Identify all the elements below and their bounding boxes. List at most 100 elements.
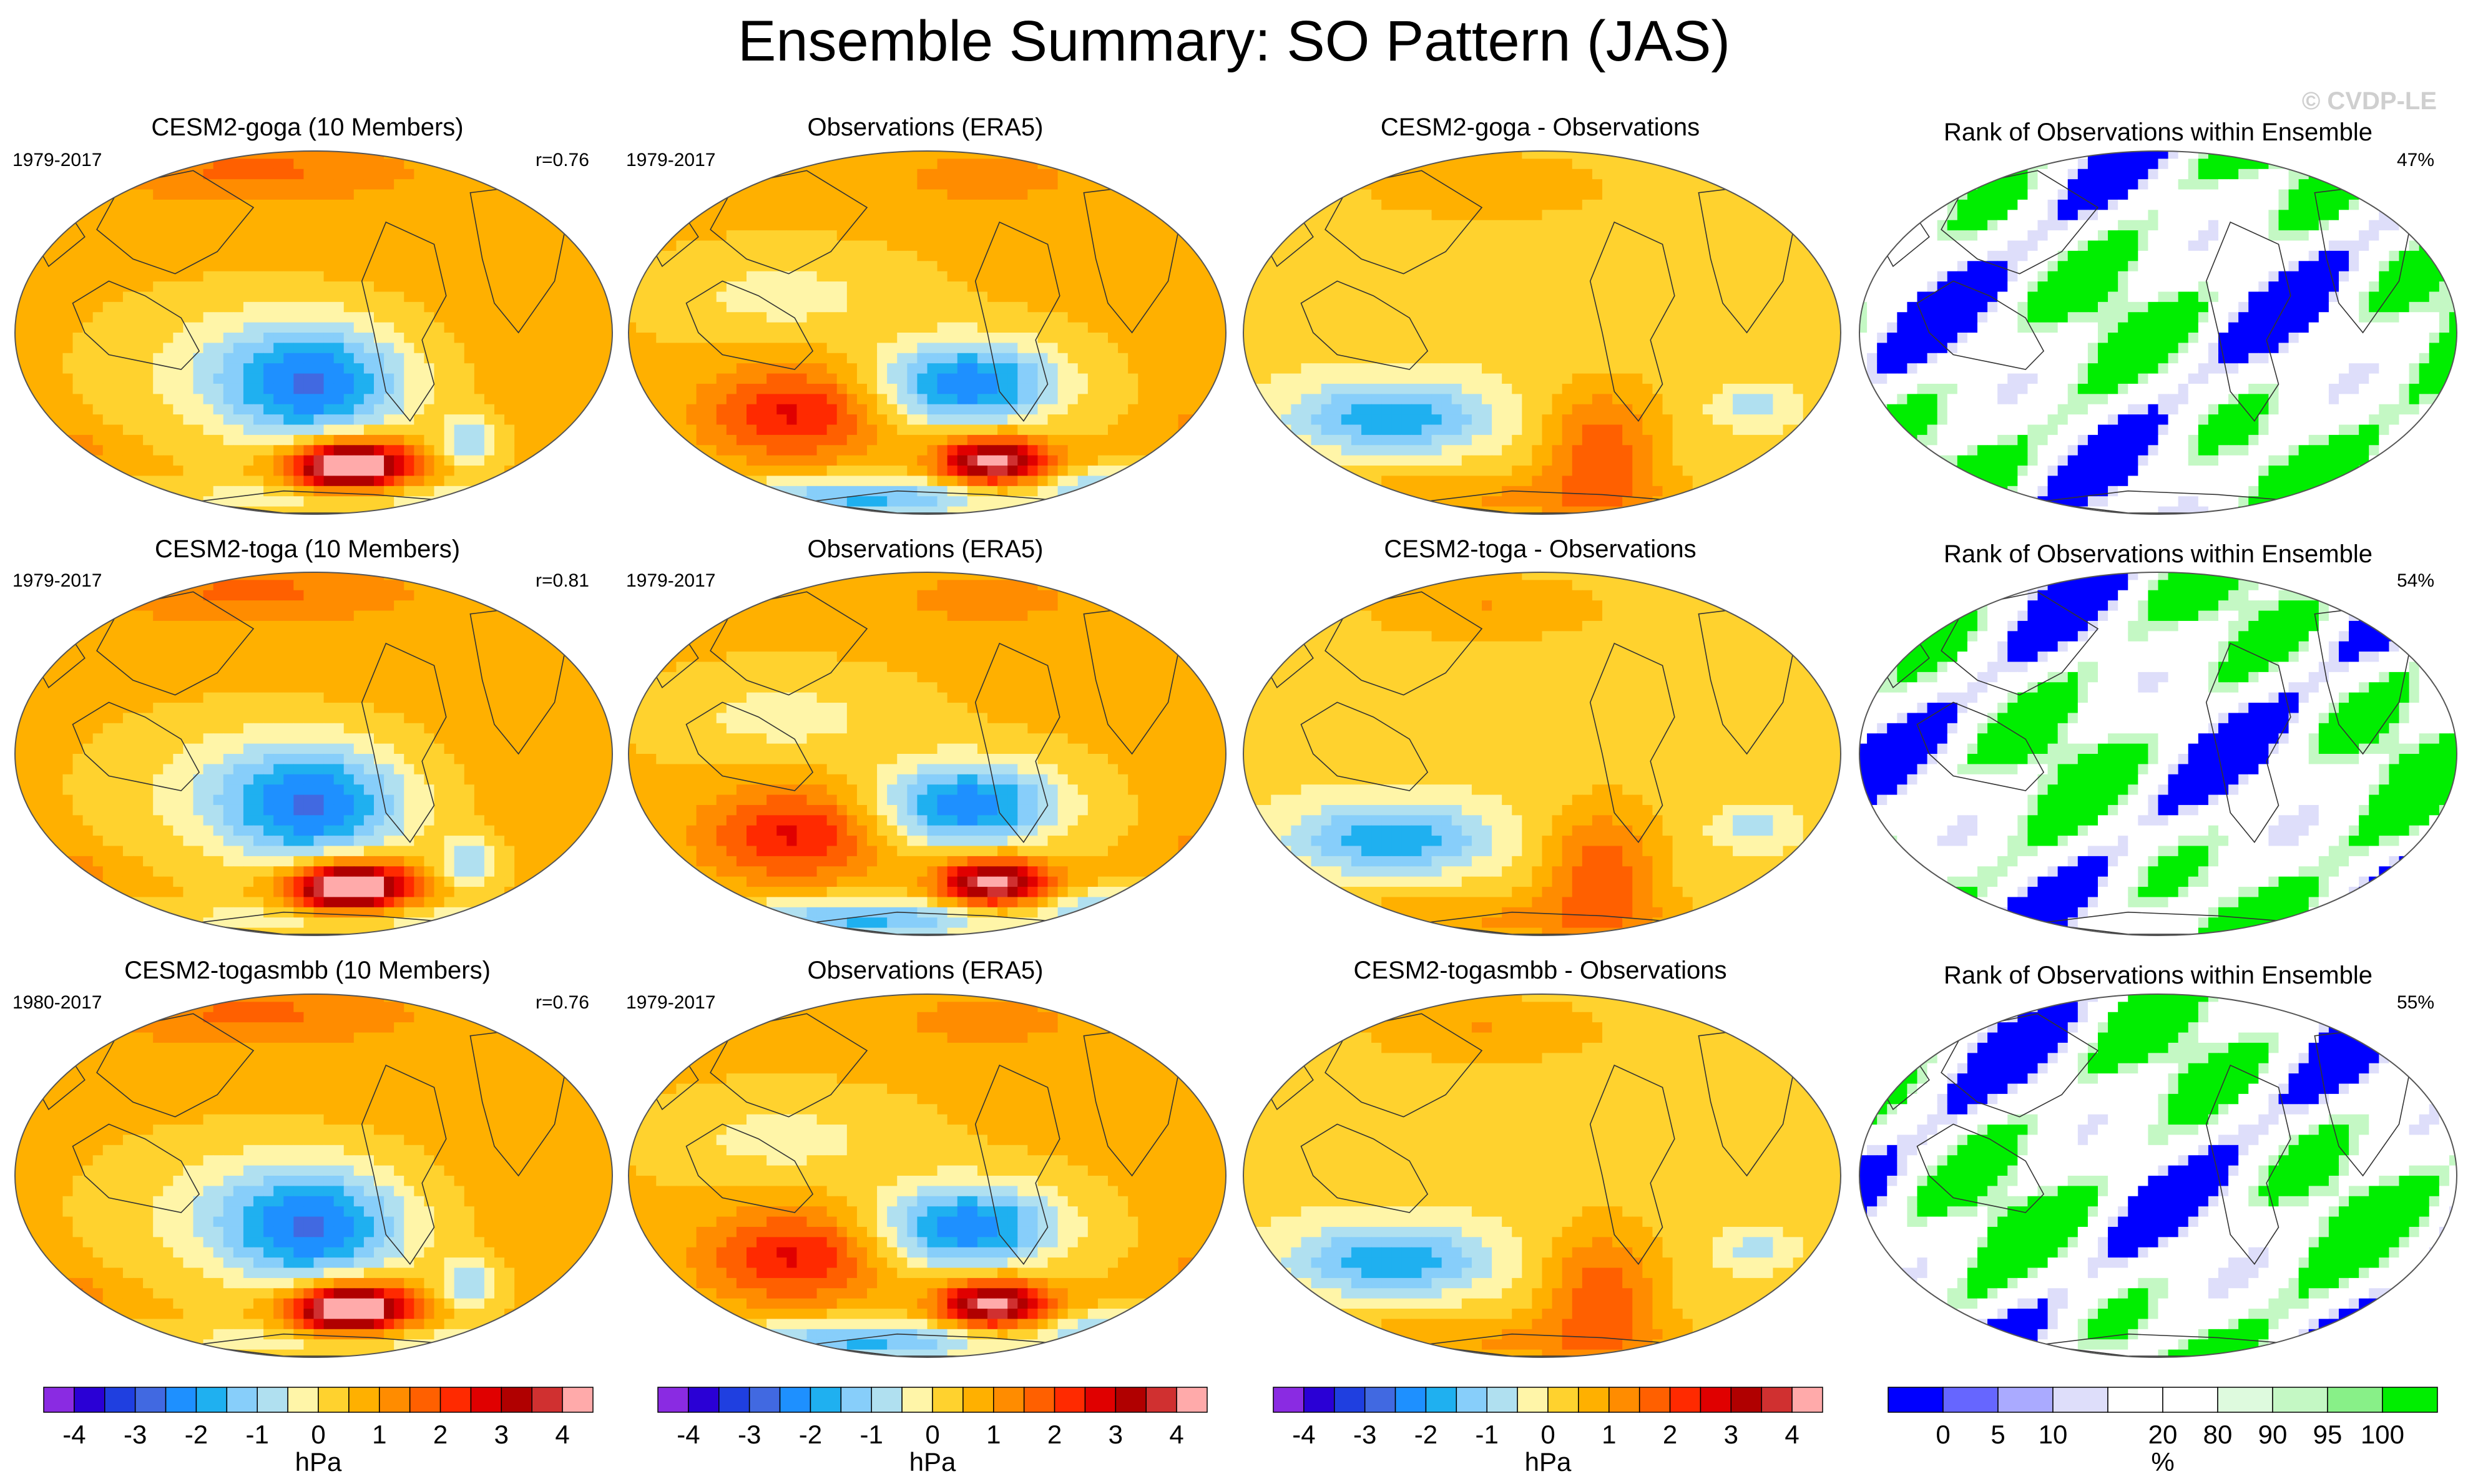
colorbar-swatch: [688, 1387, 720, 1413]
colorbar-swatch: [993, 1387, 1025, 1413]
colorbar-swatch: [810, 1387, 842, 1413]
colorbar-swatch: [1425, 1387, 1457, 1413]
colorbar-tick-label: 4: [555, 1420, 569, 1449]
colorbar-swatch: [1486, 1387, 1518, 1413]
rank-map: [1859, 993, 2457, 1358]
colorbar-swatch: [470, 1387, 502, 1413]
colorbar-swatch: [318, 1387, 350, 1413]
colorbar-swatch: [1730, 1387, 1762, 1413]
colorbar-swatch: [1364, 1387, 1396, 1413]
colorbar-tick-label: -2: [799, 1420, 822, 1449]
colorbar-swatch: [1791, 1387, 1823, 1413]
colorbar-tick-label: 2: [433, 1420, 448, 1449]
colorbar-tick-label: 4: [1169, 1420, 1183, 1449]
colorbar-swatch: [1761, 1387, 1793, 1413]
colorbar-swatch: [901, 1387, 933, 1413]
rank-panel-title: Rank of Observations within Ensemble: [1851, 962, 2466, 990]
colorbar-swatch: [409, 1387, 441, 1413]
obs-pattern-map: [628, 572, 1227, 936]
colorbar-swatch: [1456, 1387, 1487, 1413]
rank-panel-title: Rank of Observations within Ensemble: [1851, 540, 2466, 569]
colorbar-swatch: [1303, 1387, 1335, 1413]
colorbar-swatch: [2162, 1387, 2218, 1413]
colorbar-swatch: [932, 1387, 964, 1413]
colorbar-swatch: [1084, 1387, 1117, 1413]
colorbar-swatch: [2107, 1387, 2163, 1413]
colorbar-tick-label: 80: [2203, 1420, 2233, 1449]
colorbar-tick-label: -3: [738, 1420, 761, 1449]
colorbar-swatch: [779, 1387, 811, 1413]
colorbar-swatch: [1669, 1387, 1702, 1413]
colorbar-swatch: [439, 1387, 472, 1413]
rank-percent-label: 55%: [2397, 992, 2434, 1013]
colorbar-swatch: [1145, 1387, 1177, 1413]
colorbar-swatch: [1115, 1387, 1147, 1413]
colorbar-tick-label: 4: [1785, 1420, 1799, 1449]
colorbar-swatch: [2327, 1387, 2383, 1413]
colorbar-tick-label: 0: [925, 1420, 939, 1449]
colorbar-swatch: [165, 1387, 197, 1413]
colorbar-hpa: -4 -3 -2 -1 0 1 2 3 4 hPa: [657, 1387, 1208, 1477]
colorbar-swatch: [1997, 1387, 2054, 1413]
colorbar-tick-label: -3: [1353, 1420, 1376, 1449]
colorbar-percent: 0 5 10 20 80 90 95 100%: [1888, 1387, 2438, 1477]
model-panel-title: CESM2-togasmbb (10 Members): [0, 957, 615, 985]
colorbar-swatch: [134, 1387, 167, 1413]
colorbar-unit-label: hPa: [1525, 1447, 1572, 1477]
colorbar-swatch: [74, 1387, 105, 1413]
correlation-label: r=0.76: [536, 150, 589, 171]
colorbar-tick-label: -2: [1414, 1420, 1437, 1449]
colorbar-hpa: -4 -3 -2 -1 0 1 2 3 4 hPa: [43, 1387, 594, 1477]
colorbar-swatch: [1547, 1387, 1579, 1413]
model-pattern-map: [14, 572, 613, 936]
colorbar-swatch: [871, 1387, 903, 1413]
obs-panel-title: Observations (ERA5): [618, 114, 1233, 142]
difference-map: [1243, 993, 1841, 1358]
colorbar-swatch: [257, 1387, 288, 1413]
colorbar-tick-label: 10: [2039, 1420, 2068, 1449]
colorbar-tick-label: -3: [124, 1420, 147, 1449]
colorbar-tick-label: 1: [986, 1420, 1001, 1449]
colorbar-swatch: [348, 1387, 380, 1413]
colorbar-tick-label: 3: [1109, 1420, 1123, 1449]
correlation-label: r=0.81: [536, 570, 589, 592]
colorbar-tick-label: 5: [1991, 1420, 2005, 1449]
rank-percent-label: 54%: [2397, 570, 2434, 592]
colorbar-tick-label: 2: [1047, 1420, 1062, 1449]
colorbar-unit-label: hPa: [909, 1447, 956, 1477]
model-panel-title: CESM2-toga (10 Members): [0, 535, 615, 564]
colorbar-swatch: [1273, 1387, 1305, 1413]
colorbar-tick-label: 1: [372, 1420, 386, 1449]
colorbar-tick-label: -4: [1292, 1420, 1315, 1449]
colorbar-unit-label: hPa: [295, 1447, 342, 1477]
diff-panel-title: CESM2-toga - Observations: [1233, 535, 1848, 564]
colorbar-swatch: [531, 1387, 563, 1413]
colorbar-swatch: [962, 1387, 994, 1413]
colorbar-tick-label: 20: [2148, 1420, 2178, 1449]
colorbar-swatch: [1638, 1387, 1671, 1413]
obs-pattern-map: [628, 150, 1227, 515]
colorbar-tick-label: 1: [1602, 1420, 1616, 1449]
colorbar-tick-label: -4: [62, 1420, 86, 1449]
colorbar-tick-label: -4: [677, 1420, 700, 1449]
colorbar-swatch: [748, 1387, 781, 1413]
rank-map: [1859, 150, 2457, 515]
obs-pattern-map: [628, 993, 1227, 1358]
colorbar-unit-label: %: [2151, 1447, 2174, 1477]
model-years-label: 1980-2017: [12, 992, 102, 1013]
colorbar-tick-label: 0: [1936, 1420, 1950, 1449]
colorbar-swatch: [1176, 1387, 1208, 1413]
colorbar-swatch: [1888, 1387, 1944, 1413]
obs-panel-title: Observations (ERA5): [618, 957, 1233, 985]
colorbar-swatch: [1054, 1387, 1086, 1413]
model-years-label: 1979-2017: [12, 150, 102, 171]
rank-map: [1859, 572, 2457, 936]
colorbar-tick-label: 3: [494, 1420, 509, 1449]
colorbar-tick-label: -1: [1476, 1420, 1499, 1449]
colorbar-swatch: [1609, 1387, 1640, 1413]
colorbar-swatch: [1023, 1387, 1055, 1413]
correlation-label: r=0.76: [536, 992, 589, 1013]
colorbar-swatch: [840, 1387, 872, 1413]
colorbar-swatch: [1942, 1387, 1999, 1413]
obs-years-label: 1979-2017: [626, 992, 715, 1013]
